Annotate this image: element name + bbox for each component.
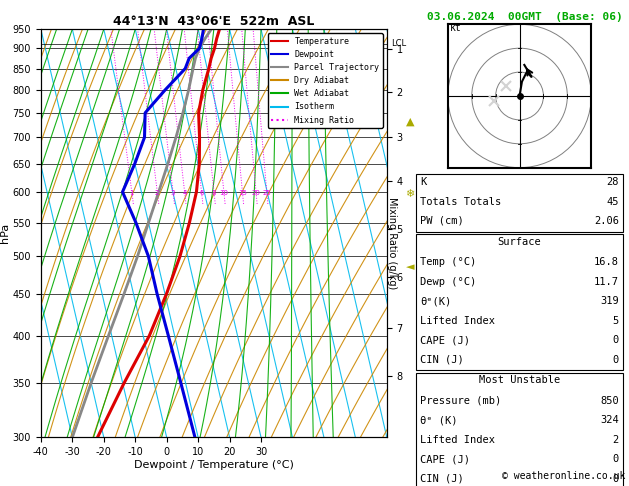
- Text: 10: 10: [220, 191, 228, 196]
- Text: 8: 8: [211, 191, 216, 196]
- Text: Surface: Surface: [498, 237, 542, 247]
- Text: 03.06.2024  00GMT  (Base: 06): 03.06.2024 00GMT (Base: 06): [427, 12, 623, 22]
- Text: θᵉ(K): θᵉ(K): [420, 296, 452, 306]
- Text: 850: 850: [600, 396, 619, 406]
- Text: CIN (J): CIN (J): [420, 473, 464, 484]
- X-axis label: Dewpoint / Temperature (°C): Dewpoint / Temperature (°C): [134, 460, 294, 470]
- Text: Pressure (mb): Pressure (mb): [420, 396, 501, 406]
- Text: 5: 5: [613, 315, 619, 326]
- Text: 16.8: 16.8: [594, 257, 619, 267]
- Text: kt: kt: [450, 23, 462, 34]
- Text: 3: 3: [170, 191, 175, 196]
- Text: CIN (J): CIN (J): [420, 354, 464, 364]
- Text: 11.7: 11.7: [594, 277, 619, 287]
- Y-axis label: km
ASL: km ASL: [419, 223, 437, 244]
- Text: 0: 0: [613, 454, 619, 464]
- Text: PW (cm): PW (cm): [420, 216, 464, 226]
- Text: Lifted Index: Lifted Index: [420, 315, 495, 326]
- Text: 4: 4: [182, 191, 187, 196]
- Title: 44°13'N  43°06'E  522m  ASL: 44°13'N 43°06'E 522m ASL: [113, 15, 314, 28]
- Text: 0: 0: [613, 354, 619, 364]
- Text: ❄: ❄: [406, 190, 415, 199]
- Text: 319: 319: [600, 296, 619, 306]
- Text: 45: 45: [606, 196, 619, 207]
- Text: ▲: ▲: [406, 117, 415, 126]
- Text: ◄: ◄: [406, 262, 415, 272]
- Text: 2.06: 2.06: [594, 216, 619, 226]
- Y-axis label: hPa: hPa: [0, 223, 10, 243]
- Text: Dewp (°C): Dewp (°C): [420, 277, 476, 287]
- Text: 15: 15: [238, 191, 247, 196]
- Text: 2: 2: [155, 191, 159, 196]
- Text: LCL: LCL: [391, 39, 407, 48]
- Text: Totals Totals: Totals Totals: [420, 196, 501, 207]
- Text: 0: 0: [613, 335, 619, 345]
- Text: 2: 2: [613, 434, 619, 445]
- Text: Most Unstable: Most Unstable: [479, 375, 560, 385]
- Text: Lifted Index: Lifted Index: [420, 434, 495, 445]
- Text: 1: 1: [130, 191, 134, 196]
- Text: 25: 25: [262, 191, 271, 196]
- Text: 0: 0: [613, 473, 619, 484]
- Text: 6: 6: [199, 191, 204, 196]
- Text: 324: 324: [600, 415, 619, 425]
- Text: 28: 28: [606, 177, 619, 187]
- Text: K: K: [420, 177, 426, 187]
- Text: CAPE (J): CAPE (J): [420, 335, 470, 345]
- Text: 20: 20: [252, 191, 260, 196]
- Text: Mixing Ratio (g/kg): Mixing Ratio (g/kg): [387, 197, 398, 289]
- Text: © weatheronline.co.uk: © weatheronline.co.uk: [503, 471, 626, 481]
- Text: CAPE (J): CAPE (J): [420, 454, 470, 464]
- Text: Temp (°C): Temp (°C): [420, 257, 476, 267]
- Text: θᵉ (K): θᵉ (K): [420, 415, 458, 425]
- Legend: Temperature, Dewpoint, Parcel Trajectory, Dry Adiabat, Wet Adiabat, Isotherm, Mi: Temperature, Dewpoint, Parcel Trajectory…: [268, 34, 382, 128]
